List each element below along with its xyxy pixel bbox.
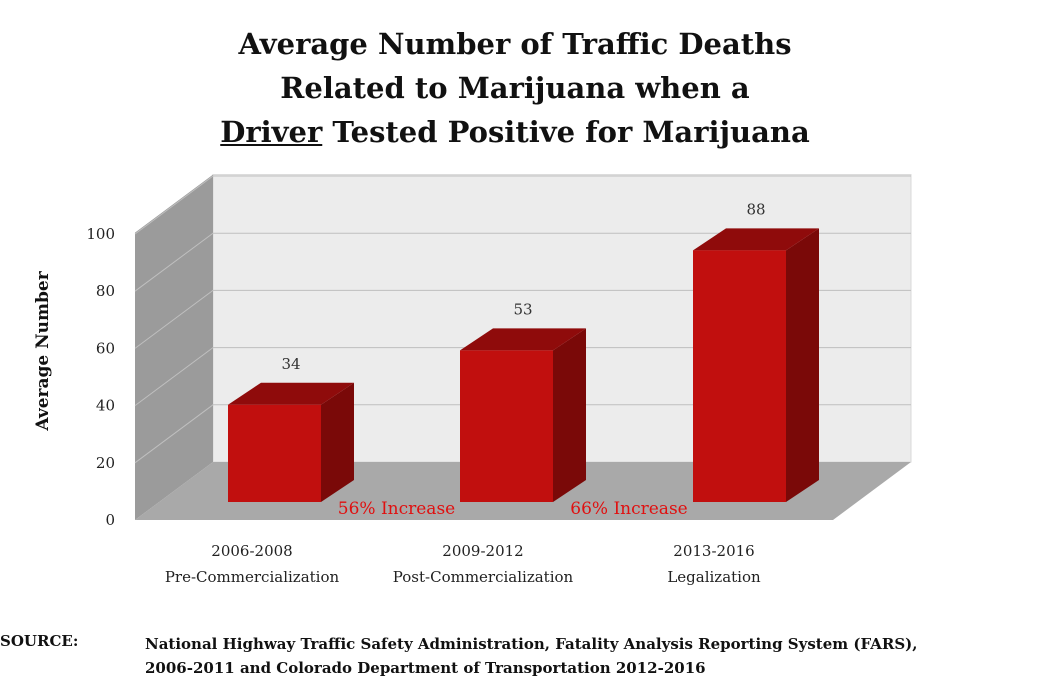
bar-top: [460, 328, 586, 351]
y-axis-label: Average Number: [33, 270, 53, 431]
y-tick-label: 100: [86, 225, 115, 243]
x-tick-label: 2013-2016: [673, 542, 754, 560]
bar-side: [786, 228, 819, 502]
bar-chart: 0 20 40 60 80 100 Average Number 34 53 88 56% Incr…: [33, 174, 912, 586]
y-tick-label: 80: [96, 282, 115, 300]
x-tick-label: 2006-2008: [211, 542, 292, 560]
x-tick-sublabel: Legalization: [667, 568, 761, 586]
source-label: SOURCE:: [0, 632, 79, 650]
x-tick-sublabel: Pre-Commercialization: [165, 568, 340, 586]
gridline: [134, 289, 911, 349]
source-text: National Highway Traffic Safety Administ…: [145, 632, 917, 680]
bar-top: [228, 382, 354, 405]
data-label: 34: [281, 355, 300, 373]
bar: [460, 350, 553, 502]
bar: [228, 404, 321, 502]
title-line-1: Average Number of Traffic Deaths: [238, 27, 792, 61]
gridline: [134, 347, 911, 407]
bar-side: [553, 328, 586, 502]
gridline: [134, 232, 911, 292]
side-wall: [135, 174, 213, 520]
title-line-3: Driver Tested Positive for Marijuana: [0, 110, 1030, 154]
bar-top: [693, 228, 819, 251]
chart-title: Average Number of Traffic Deaths Related…: [0, 22, 1030, 154]
data-label: 53: [513, 300, 532, 318]
y-tick-label: 60: [96, 339, 115, 357]
increase-annotation: 66% Increase: [570, 499, 687, 519]
source-line-2: 2006-2011 and Colorado Department of Tra…: [145, 659, 706, 677]
title-line-2: Related to Marijuana when a: [280, 71, 750, 105]
bar: [693, 250, 786, 502]
title-driver-word: Driver: [220, 115, 323, 149]
x-tick-sublabel: Post-Commercialization: [393, 568, 574, 586]
bar-side: [321, 382, 354, 502]
gridline: [134, 175, 911, 235]
y-tick-label: 0: [105, 511, 115, 529]
y-tick-label: 40: [96, 397, 115, 415]
x-tick-label: 2009-2012: [442, 542, 523, 560]
gridline: [134, 404, 911, 464]
data-label: 88: [746, 200, 765, 218]
source-line-1: National Highway Traffic Safety Administ…: [145, 635, 918, 653]
y-tick-label: 20: [96, 454, 115, 472]
title-line-3-rest: Tested Positive for Marijuana: [322, 115, 810, 149]
increase-annotation: 56% Increase: [338, 499, 455, 519]
